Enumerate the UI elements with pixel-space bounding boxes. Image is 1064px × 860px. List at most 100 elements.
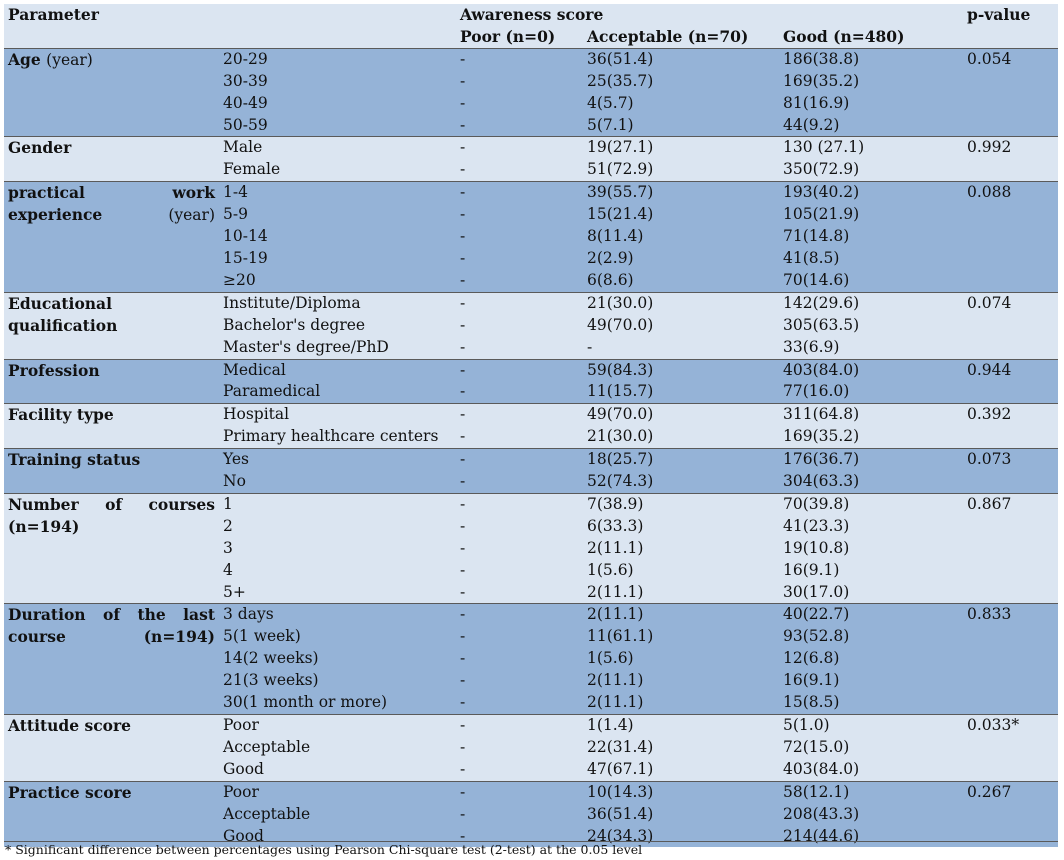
good-cell: 77(16.0) [779, 381, 964, 404]
acceptable-cell: 2(11.1) [583, 537, 779, 560]
acceptable-cell: 21(30.0) [583, 291, 779, 315]
category-cell: Bachelor's degree [219, 314, 456, 337]
acceptable-cell: 25(35.7) [583, 70, 779, 93]
table-row: 50-59-5(7.1) 44(9.2) [4, 114, 1058, 137]
category-cell: 10-14 [219, 226, 456, 248]
header-row-1: Parameter Awareness score p-value [4, 4, 1059, 26]
poor-cell: - [456, 471, 583, 494]
category-cell: 21(3 weeks) [219, 670, 456, 693]
parameter-cell: Profession [4, 358, 219, 404]
acceptable-cell: 2(11.1) [583, 603, 779, 627]
poor-cell: - [456, 336, 583, 359]
poor-cell: - [456, 159, 583, 182]
table-row: Facility type Hospital -49(70.0) 311(64.8) 0… [4, 403, 1059, 449]
parameter-label: Gender [8, 138, 72, 158]
table-row: 3-2(11.1) 19(10.8) [4, 537, 1058, 560]
poor-cell: - [456, 136, 583, 160]
table-row: Female -51(72.9) 350(72.9) [4, 159, 1058, 182]
poor-cell: - [456, 448, 583, 472]
poor-cell: - [456, 247, 583, 270]
table-row: Master's degree/PhD - -33(6.9) [4, 336, 1058, 359]
category-cell: ≥20 [219, 269, 456, 293]
good-cell: 81(16.9) [779, 92, 964, 115]
good-cell: 350(72.9) [779, 159, 964, 182]
good-cell: 130 (27.1) [779, 136, 964, 160]
category-cell: Female [219, 159, 456, 182]
good-cell: 70(14.6) [779, 269, 964, 293]
table-row: Attitude score Poor -1(1.4) 5(1.0) 0.033* [4, 713, 1059, 782]
p-value-cell: 0.867 [963, 492, 1059, 604]
acceptable-cell: 1(5.6) [583, 648, 779, 671]
category-cell: 14(2 weeks) [219, 648, 456, 671]
parameter-cell: Training status [4, 448, 219, 494]
acceptable-cell: 22(31.4) [583, 736, 779, 759]
good-cell: 12(6.8) [779, 648, 964, 671]
table-row: Educational qualification Institute/Diplo… [4, 291, 1059, 359]
poor-cell: - [456, 603, 583, 627]
table-bottom-rule [4, 841, 1058, 842]
category-cell: Paramedical [219, 381, 456, 404]
parameter-label: Practice score [8, 782, 132, 802]
parameter-label: Profession [8, 360, 100, 380]
acceptable-cell: 59(84.3) [583, 358, 779, 382]
p-value-cell: 0.073 [963, 448, 1059, 494]
category-cell: Yes [219, 448, 456, 472]
parameter-cell: Duration of the last course (n=194) [4, 603, 219, 715]
header-parameter: Parameter [4, 4, 219, 26]
category-cell: 50-59 [219, 114, 456, 137]
poor-cell: - [456, 92, 583, 115]
table-row: Good -47(67.1) 403(84.0) [4, 758, 1058, 782]
table-row: 5+ -2(11.1) 30(17.0) [4, 581, 1058, 604]
header-row-2: Poor (n=0) Acceptable (n=70) Good (n=480… [4, 25, 1059, 49]
table-row: 5(1 week) -11(61.1) 93(52.8) [4, 626, 1058, 649]
good-cell: 5(1.0) [779, 713, 964, 737]
poor-cell: - [456, 291, 583, 315]
poor-cell: - [456, 269, 583, 293]
acceptable-cell: 15(21.4) [583, 204, 779, 227]
acceptable-cell: 2(11.1) [583, 670, 779, 693]
good-cell: 16(9.1) [779, 670, 964, 693]
p-value-cell: 0.074 [963, 291, 1059, 359]
acceptable-cell: 5(7.1) [583, 114, 779, 137]
good-cell: 304(63.3) [779, 471, 964, 494]
header-good: Good (n=480) [779, 25, 964, 49]
parameter-unit: (year) [46, 50, 93, 69]
good-cell: 193(40.2) [779, 181, 964, 205]
table-row: Acceptable -36(51.4) 208(43.3) [4, 803, 1058, 826]
good-cell: 208(43.3) [779, 803, 964, 826]
parameter-label: Duration of the last course (n=194) [8, 605, 215, 647]
table-footnote: * Significant difference between percent… [5, 842, 643, 857]
category-cell: 2 [219, 515, 456, 538]
acceptable-cell: 2(11.1) [583, 692, 779, 715]
parameter-cell: Gender [4, 136, 219, 182]
acceptable-cell: 19(27.1) [583, 136, 779, 160]
poor-cell: - [456, 492, 583, 516]
good-cell: 186(38.8) [779, 47, 964, 71]
p-value-cell: 0.033* [963, 714, 1059, 782]
category-cell: 1 [219, 492, 456, 516]
table-row: Practice score Poor -10(14.3) 58(12.1) 0.267 [4, 780, 1059, 848]
header-p-value: p-value [963, 4, 1059, 26]
header-blank [963, 25, 1059, 49]
acceptable-cell: 36(51.4) [583, 803, 779, 826]
good-cell: 15(8.5) [779, 692, 964, 715]
parameter-cell: Number of courses (n=194) [4, 492, 219, 604]
poor-cell: - [456, 626, 583, 649]
category-cell: 40-49 [219, 92, 456, 115]
poor-cell: - [456, 648, 583, 671]
category-cell: 20-29 [219, 47, 456, 71]
table-row: Paramedical -11(15.7) 77(16.0) [4, 381, 1058, 404]
category-cell: Acceptable [219, 803, 456, 826]
category-cell: Primary healthcare centers [219, 426, 456, 449]
poor-cell: - [456, 181, 583, 205]
acceptable-cell: 2(11.1) [583, 581, 779, 604]
acceptable-cell: 10(14.3) [583, 780, 779, 804]
category-cell: 30-39 [219, 70, 456, 93]
good-cell: 41(23.3) [779, 515, 964, 538]
table-row: 30(1 month or more) -2(11.1) 15(8.5) [4, 692, 1058, 715]
poor-cell: - [456, 403, 583, 427]
good-cell: 403(84.0) [779, 358, 964, 382]
table-row: Number of courses (n=194) 1-7(38.9) 70(39.… [4, 492, 1059, 604]
table-row: 21(3 weeks) -2(11.1) 16(9.1) [4, 670, 1058, 693]
category-cell: 4 [219, 559, 456, 582]
